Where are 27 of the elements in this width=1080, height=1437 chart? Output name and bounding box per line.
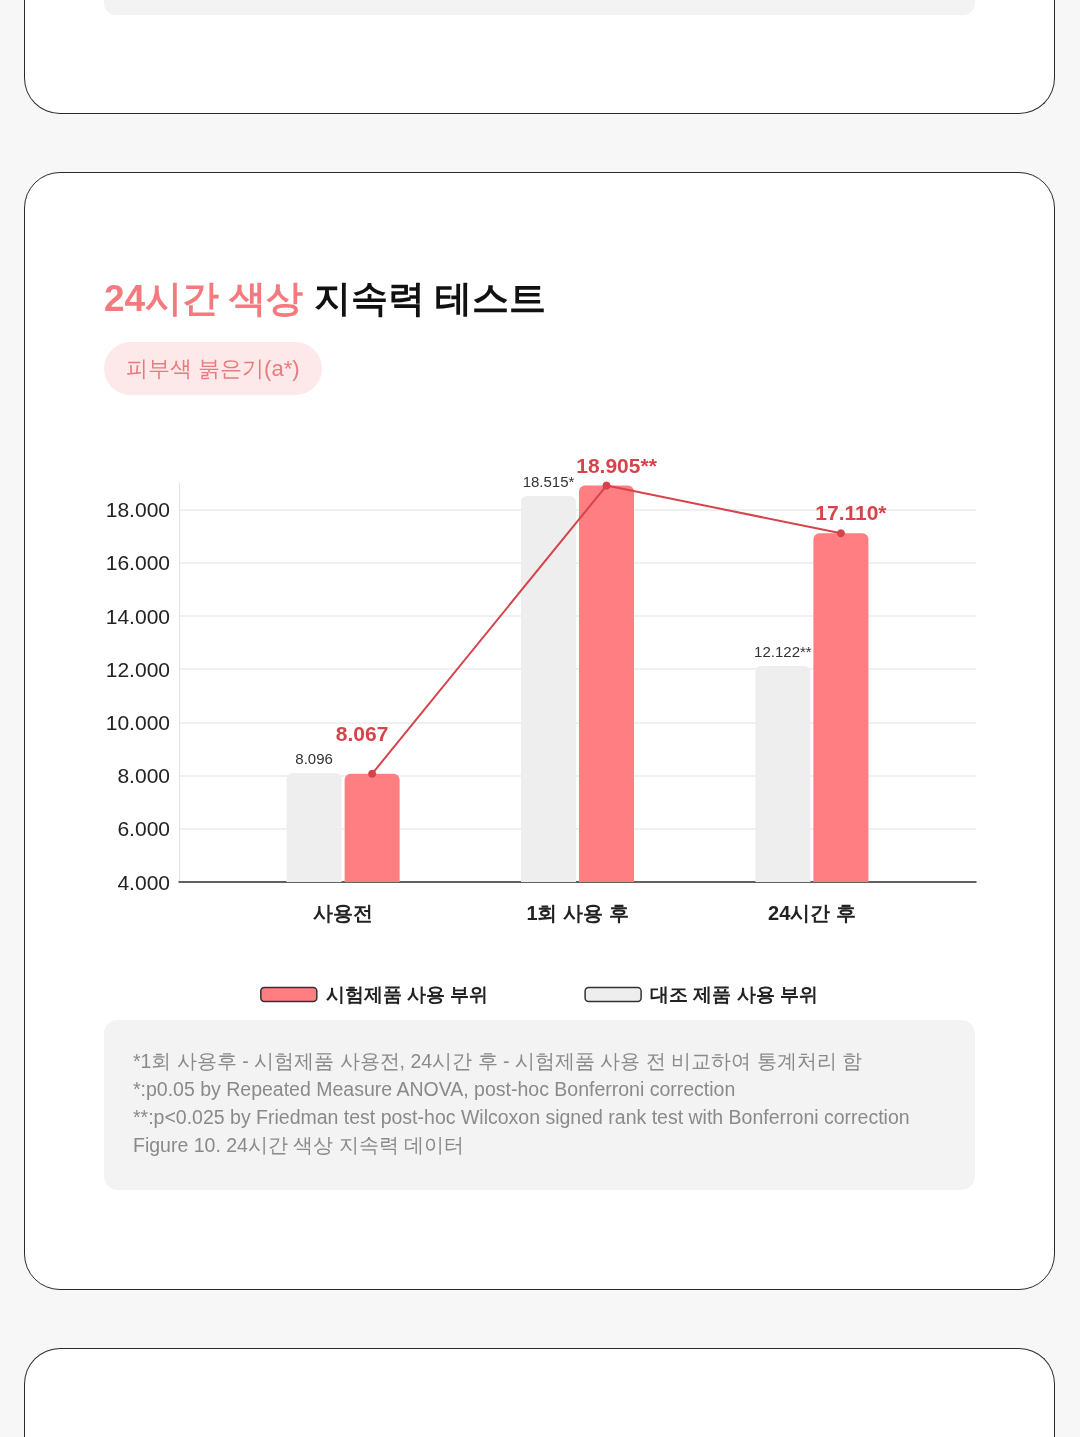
note-panel: *1회 사용후 - 시험제품 사용전, 24시간 후 - 시험제품 사용 전 비교하여 통계처리 함 *:p0.05 by Repeated Measure ANOVA, post-hoc Bonferroni correction **:p<0.025 by Friedman test post-hoc Wilcoxon signed rank test with Bonferroni correction Figure 10. 24시간 색상 지속력 데이터 xyxy=(104,1020,975,1190)
data-label: 17.110* xyxy=(815,501,888,525)
data-label: 18.515* xyxy=(522,472,575,490)
y-tick-label: 8.000 xyxy=(117,764,170,788)
point xyxy=(368,769,377,778)
caption: Figure 10. 24시간 색상 지속력 데이터 xyxy=(133,1133,466,1158)
point xyxy=(602,481,611,490)
y-tick-label: 4.000 xyxy=(117,870,170,894)
y-tick-label: 10.000 xyxy=(105,710,170,734)
label-pill: 피부색 붉은기(a*) xyxy=(104,342,322,395)
y-tick-label: 6.000 xyxy=(117,817,170,841)
data-label: 18.905** xyxy=(576,453,658,477)
data-label: 8.067 xyxy=(335,721,389,745)
data-label: 12.122** xyxy=(754,642,812,660)
x-tick-label: 사용전 xyxy=(313,902,374,924)
x-tick-label: 1회 사용 후 xyxy=(526,902,629,924)
point xyxy=(836,529,845,538)
y-tick-label: 12.000 xyxy=(105,657,170,681)
y-tick-label: 14.000 xyxy=(105,604,170,628)
chart-subtitle: 피부색 붉은기(a*) xyxy=(126,354,300,383)
legend-label: 시험제품 사용 부위 xyxy=(325,984,489,1005)
x-tick-label: 24시간 후 xyxy=(768,902,856,924)
data-label: 8.096 xyxy=(295,750,333,768)
legend-label: 대조 제품 사용 부위 xyxy=(650,984,818,1005)
y-tick-label: 16.000 xyxy=(105,551,170,575)
chart-title: 24시간 색상 지속력 테스트 xyxy=(104,278,546,319)
y-tick-label: 18.000 xyxy=(105,498,170,522)
